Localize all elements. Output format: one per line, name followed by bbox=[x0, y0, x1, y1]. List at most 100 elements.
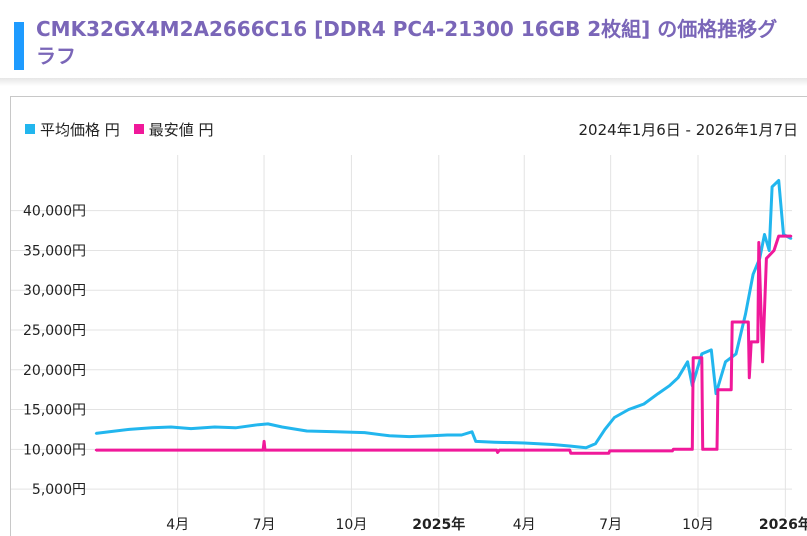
point-lowest-30 bbox=[789, 234, 793, 238]
point-average-15 bbox=[408, 435, 411, 438]
x-tick-label: 7月 bbox=[253, 517, 276, 533]
point-average-0 bbox=[94, 432, 98, 435]
point-average-25 bbox=[584, 446, 588, 449]
point-average-29 bbox=[627, 408, 630, 411]
point-lowest-16 bbox=[701, 448, 704, 451]
point-lowest-0 bbox=[94, 448, 98, 452]
point-lowest-29 bbox=[777, 234, 780, 238]
point-average-33 bbox=[676, 376, 680, 379]
point-average-23 bbox=[551, 443, 554, 446]
point-average-10 bbox=[280, 425, 284, 429]
point-lowest-14 bbox=[692, 356, 695, 359]
point-lowest-20 bbox=[731, 320, 734, 324]
point-lowest-9 bbox=[607, 452, 610, 455]
point-average-22 bbox=[523, 441, 526, 445]
legend-label-average: 平均価格 円 bbox=[40, 120, 120, 139]
point-average-3 bbox=[150, 426, 154, 429]
y-tick-label: 10,000円 bbox=[23, 442, 86, 458]
price-chart: 5,000円 10,000円 15,000円 20,000円 25,000円 30,000… bbox=[11, 155, 807, 533]
y-tick-label: 15,000円 bbox=[23, 403, 86, 419]
y-tick-label: 40,000円 bbox=[23, 204, 86, 220]
y-tick-label: 35,000円 bbox=[23, 243, 86, 259]
point-average-5 bbox=[189, 427, 193, 430]
point-lowest-2 bbox=[262, 440, 266, 443]
point-average-47 bbox=[777, 179, 780, 182]
point-average-13 bbox=[363, 431, 366, 434]
point-lowest-13 bbox=[691, 448, 694, 451]
point-average-9 bbox=[266, 422, 270, 426]
point-average-32 bbox=[668, 384, 671, 387]
point-average-24 bbox=[569, 444, 572, 448]
legend-swatch-average bbox=[25, 124, 35, 134]
y-tick-label: 20,000円 bbox=[23, 363, 86, 379]
point-average-14 bbox=[388, 434, 391, 437]
point-average-39 bbox=[724, 360, 727, 363]
point-average-30 bbox=[642, 402, 646, 406]
y-tick-label: 25,000円 bbox=[23, 323, 86, 339]
point-lowest-4 bbox=[495, 448, 498, 452]
point-average-1 bbox=[108, 430, 111, 433]
title-bar: CMK32GX4M2A2666C16 [DDR4 PC4-21300 16GB … bbox=[0, 0, 807, 78]
point-average-21 bbox=[493, 441, 496, 444]
point-average-28 bbox=[613, 416, 616, 419]
legend-swatch-lowest bbox=[133, 124, 144, 134]
x-tick-label: 10月 bbox=[336, 517, 368, 533]
x-tick-label: 4月 bbox=[513, 517, 536, 533]
point-average-49 bbox=[789, 237, 793, 240]
point-average-6 bbox=[213, 425, 216, 429]
point-lowest-17 bbox=[715, 448, 719, 451]
point-average-27 bbox=[603, 428, 607, 431]
point-average-18 bbox=[460, 433, 463, 437]
point-lowest-19 bbox=[730, 388, 733, 391]
point-lowest-24 bbox=[756, 340, 759, 344]
point-average-45 bbox=[768, 249, 771, 252]
point-lowest-6 bbox=[498, 448, 501, 452]
series-line-lowest bbox=[96, 234, 792, 455]
point-lowest-22 bbox=[748, 376, 751, 379]
x-tick-label: 4月 bbox=[166, 517, 189, 533]
title-divider bbox=[0, 78, 807, 86]
x-tick-label: 2026年 bbox=[759, 516, 807, 533]
chart-legend: 平均価格 円 最安値 円 bbox=[25, 119, 228, 140]
point-average-11 bbox=[305, 429, 308, 433]
y-tick-label: 5,000円 bbox=[32, 482, 86, 498]
series-line-average bbox=[95, 179, 792, 450]
point-lowest-21 bbox=[747, 320, 750, 324]
point-average-16 bbox=[430, 434, 434, 437]
point-average-20 bbox=[474, 440, 477, 443]
point-lowest-12 bbox=[672, 448, 675, 451]
point-average-8 bbox=[257, 423, 260, 426]
point-average-44 bbox=[763, 233, 766, 236]
point-average-2 bbox=[128, 428, 131, 431]
point-lowest-26 bbox=[761, 360, 764, 363]
point-average-46 bbox=[770, 185, 774, 188]
point-average-36 bbox=[700, 352, 703, 356]
point-lowest-1 bbox=[261, 448, 265, 452]
point-average-26 bbox=[594, 442, 597, 445]
point-average-17 bbox=[446, 433, 449, 437]
point-average-42 bbox=[751, 273, 755, 276]
legend-item-average[interactable]: 平均価格 円 bbox=[25, 119, 120, 140]
point-average-40 bbox=[734, 352, 738, 356]
x-tick-label: 7月 bbox=[599, 517, 622, 533]
page-title: CMK32GX4M2A2666C16 [DDR4 PC4-21300 16GB … bbox=[36, 17, 778, 68]
point-average-12 bbox=[335, 430, 338, 433]
chart-panel: 平均価格 円 最安値 円 2024年1月6日 - 2026年1月7日 5,000… bbox=[10, 96, 807, 536]
title-accent-bar bbox=[14, 22, 24, 70]
y-tick-label: 30,000円 bbox=[23, 283, 86, 299]
date-range: 2024年1月6日 - 2026年1月7日 bbox=[578, 121, 798, 139]
point-lowest-10 bbox=[608, 449, 611, 453]
point-average-7 bbox=[234, 426, 237, 429]
point-lowest-5 bbox=[496, 451, 499, 454]
x-tick-label: 2025年 bbox=[412, 516, 465, 533]
point-lowest-25 bbox=[757, 241, 760, 244]
point-average-4 bbox=[169, 425, 173, 429]
point-lowest-15 bbox=[700, 356, 703, 359]
point-lowest-8 bbox=[569, 452, 572, 455]
point-average-41 bbox=[744, 312, 747, 316]
point-lowest-18 bbox=[716, 388, 720, 391]
x-tick-label: 10月 bbox=[682, 517, 714, 533]
point-average-34 bbox=[686, 360, 689, 363]
point-lowest-28 bbox=[772, 249, 776, 252]
legend-item-lowest[interactable]: 最安値 円 bbox=[133, 119, 214, 140]
